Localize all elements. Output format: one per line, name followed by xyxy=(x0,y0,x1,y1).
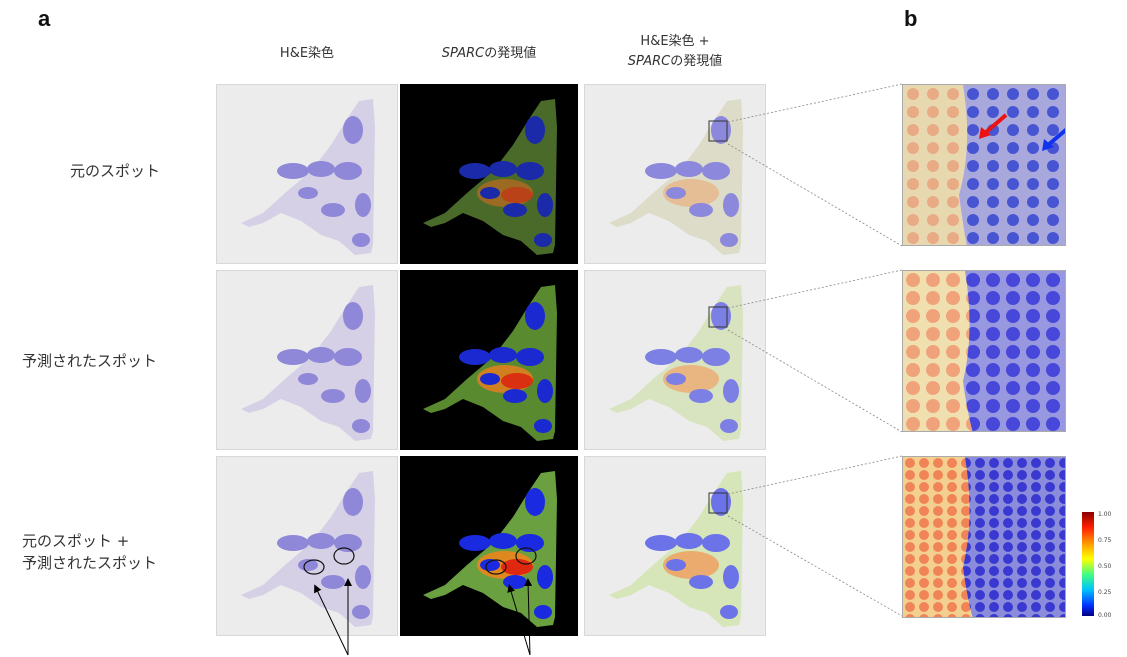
colorbar-tick-025: 0.25 xyxy=(1098,589,1112,596)
panel-letter-a: a xyxy=(38,6,51,31)
row-label-original: 元のスポット xyxy=(70,162,161,180)
row-label-combined: 元のスポット + 予測されたスポット xyxy=(22,532,158,572)
column-header-he: H&E染色 xyxy=(279,46,335,61)
he-plus-sparc-predicted xyxy=(584,270,766,450)
he-plus-sparc-original xyxy=(584,84,766,264)
colorbar xyxy=(1082,512,1094,616)
column-header-sparc: SPARCの発現値 xyxy=(441,46,537,61)
he-image-original xyxy=(216,84,398,264)
column-header-he-plus-sparc: H&E染色 + SPARCの発現値 xyxy=(627,34,723,69)
zoom-predicted xyxy=(902,270,1066,432)
panel-letter-b: b xyxy=(904,6,918,31)
colorbar-tick-050: 0.50 xyxy=(1098,563,1112,570)
colorbar-tick-000: 0.00 xyxy=(1098,612,1112,619)
annotation-arrows xyxy=(314,578,533,656)
he-image-combined xyxy=(216,456,398,636)
sparc-expression-predicted xyxy=(400,270,578,450)
he-image-predicted xyxy=(216,270,398,450)
zoom-combined xyxy=(902,456,1066,618)
zoom-original xyxy=(902,84,1066,246)
he-plus-sparc-combined xyxy=(584,456,766,636)
sparc-expression-original xyxy=(400,84,578,264)
colorbar-tick-100: 1.00 xyxy=(1098,511,1112,518)
colorbar-tick-075: 0.75 xyxy=(1098,537,1112,544)
sparc-expression-combined xyxy=(400,456,578,636)
row-label-predicted: 予測されたスポット xyxy=(22,352,158,370)
